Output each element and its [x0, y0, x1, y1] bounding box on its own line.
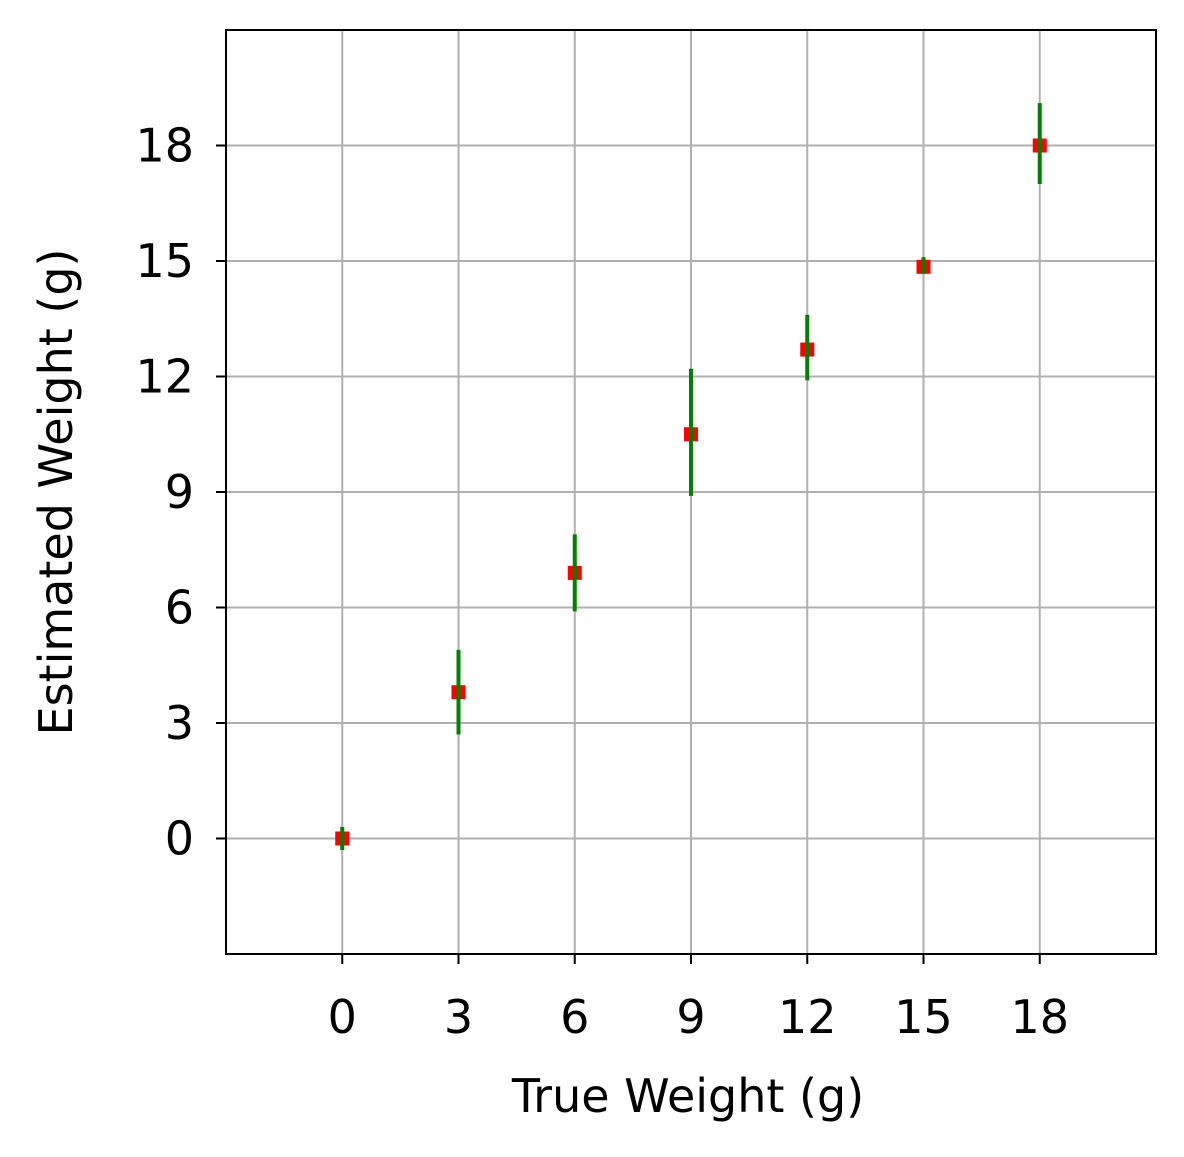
x-axis-label: True Weight (g) [511, 1069, 864, 1123]
x-tick-label: 0 [328, 990, 357, 1044]
x-tick-label: 12 [778, 990, 837, 1044]
x-tick-label: 9 [676, 990, 705, 1044]
markers [335, 138, 1047, 846]
y-tick-label: 15 [135, 234, 194, 288]
y-ticks: 0 3 6 9 12 15 18 [135, 119, 226, 866]
y-axis-label: Estimated Weight (g) [29, 249, 83, 736]
x-tick-label: 18 [1010, 990, 1069, 1044]
y-tick-label: 0 [165, 812, 194, 866]
x-tick-label: 6 [560, 990, 589, 1044]
y-tick-label: 18 [135, 119, 194, 173]
grid [226, 30, 1156, 954]
x-ticks: 0 3 6 9 12 15 18 [328, 954, 1069, 1044]
y-tick-label: 3 [165, 696, 194, 750]
x-tick-label: 3 [444, 990, 473, 1044]
y-tick-label: 12 [135, 350, 194, 404]
y-tick-label: 6 [165, 581, 194, 635]
x-tick-label: 15 [894, 990, 953, 1044]
y-tick-label: 9 [165, 465, 194, 519]
